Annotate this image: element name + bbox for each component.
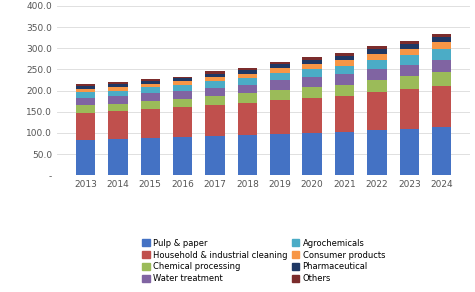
Bar: [399, 41, 419, 44]
Bar: [141, 109, 160, 138]
Bar: [303, 64, 322, 69]
Bar: [432, 60, 451, 72]
Bar: [238, 135, 257, 175]
Bar: [399, 89, 419, 128]
Bar: [270, 68, 290, 73]
Bar: [270, 100, 290, 134]
Bar: [399, 48, 419, 55]
Bar: [141, 93, 160, 101]
Bar: [108, 84, 128, 87]
Bar: [270, 73, 290, 80]
Bar: [335, 96, 354, 132]
Bar: [108, 96, 128, 104]
Bar: [76, 84, 95, 86]
Bar: [270, 90, 290, 100]
Bar: [270, 134, 290, 175]
Bar: [303, 98, 322, 133]
Bar: [173, 77, 192, 78]
Bar: [432, 72, 451, 86]
Bar: [399, 44, 419, 48]
Bar: [108, 111, 128, 139]
Bar: [303, 69, 322, 77]
Bar: [238, 85, 257, 93]
Bar: [76, 89, 95, 92]
Bar: [173, 91, 192, 99]
Bar: [76, 113, 95, 140]
Bar: [76, 98, 95, 105]
Bar: [173, 85, 192, 91]
Bar: [205, 105, 225, 136]
Bar: [432, 42, 451, 49]
Bar: [205, 136, 225, 175]
Bar: [335, 65, 354, 74]
Bar: [238, 68, 257, 70]
Bar: [76, 92, 95, 98]
Bar: [367, 46, 387, 49]
Bar: [432, 86, 451, 126]
Bar: [367, 80, 387, 92]
Bar: [141, 81, 160, 84]
Bar: [173, 81, 192, 85]
Bar: [108, 82, 128, 84]
Bar: [173, 137, 192, 175]
Bar: [303, 60, 322, 64]
Bar: [238, 70, 257, 74]
Bar: [335, 74, 354, 85]
Bar: [238, 74, 257, 78]
Bar: [303, 77, 322, 87]
Bar: [205, 77, 225, 81]
Bar: [108, 139, 128, 175]
Bar: [335, 60, 354, 65]
Bar: [173, 107, 192, 137]
Bar: [303, 133, 322, 175]
Bar: [108, 104, 128, 111]
Bar: [270, 80, 290, 90]
Bar: [108, 87, 128, 91]
Bar: [367, 49, 387, 54]
Legend: Pulp & paper, Household & industrial cleaning, Chemical processing, Water treatm: Pulp & paper, Household & industrial cle…: [139, 235, 389, 287]
Bar: [367, 130, 387, 175]
Bar: [367, 60, 387, 69]
Bar: [303, 58, 322, 60]
Bar: [205, 88, 225, 96]
Bar: [399, 65, 419, 76]
Bar: [108, 91, 128, 96]
Bar: [76, 140, 95, 175]
Bar: [399, 76, 419, 89]
Bar: [303, 87, 322, 98]
Bar: [173, 99, 192, 107]
Bar: [205, 96, 225, 105]
Bar: [432, 126, 451, 175]
Bar: [432, 34, 451, 37]
Bar: [141, 84, 160, 87]
Bar: [270, 64, 290, 68]
Bar: [432, 37, 451, 42]
Bar: [335, 85, 354, 96]
Bar: [367, 54, 387, 60]
Bar: [335, 53, 354, 56]
Bar: [173, 78, 192, 81]
Bar: [76, 86, 95, 89]
Bar: [399, 128, 419, 175]
Bar: [270, 62, 290, 64]
Bar: [141, 79, 160, 81]
Bar: [205, 72, 225, 74]
Bar: [141, 101, 160, 109]
Bar: [432, 49, 451, 60]
Bar: [238, 103, 257, 135]
Bar: [335, 132, 354, 175]
Bar: [399, 55, 419, 65]
Bar: [335, 56, 354, 60]
Bar: [238, 93, 257, 103]
Bar: [141, 87, 160, 93]
Bar: [141, 138, 160, 175]
Bar: [205, 81, 225, 88]
Bar: [238, 78, 257, 85]
Bar: [367, 69, 387, 80]
Bar: [205, 74, 225, 77]
Bar: [76, 105, 95, 113]
Bar: [367, 92, 387, 130]
